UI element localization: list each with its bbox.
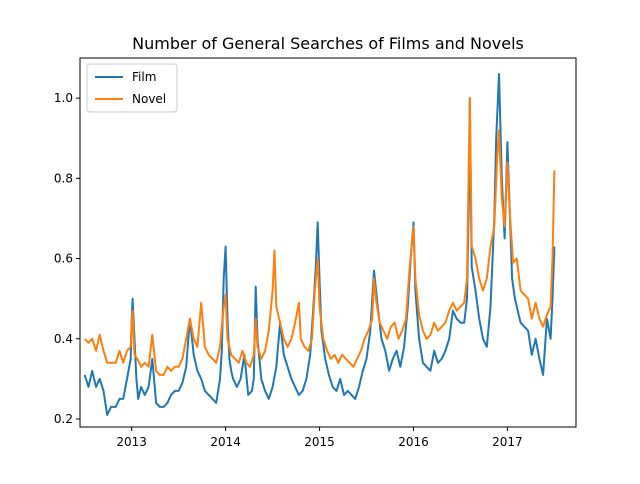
x-tick-label: 2017 — [492, 435, 523, 449]
plot-area: 2013 2014 2015 2016 2017 0.2 0.4 0.6 0.8 1.0 — [54, 57, 577, 449]
legend: Film Novel — [86, 63, 178, 113]
y-tick-label: 1.0 — [54, 91, 73, 105]
chart-title: Number of General Searches of Films and … — [132, 34, 524, 53]
y-tick-label: 0.8 — [54, 171, 73, 185]
y-tick-label: 0.6 — [54, 252, 73, 266]
y-tick-label: 0.2 — [54, 412, 73, 426]
series-line-film — [83, 73, 556, 416]
legend-label-film: Film — [132, 70, 156, 84]
x-tick-label: 2015 — [304, 435, 335, 449]
series-line-novel — [83, 97, 556, 376]
x-tick-label: 2014 — [210, 435, 241, 449]
x-tick-label: 2016 — [398, 435, 429, 449]
x-tick-label: 2013 — [116, 435, 147, 449]
legend-label-novel: Novel — [132, 92, 166, 106]
y-tick-label: 0.4 — [54, 332, 73, 346]
axes-frame — [79, 57, 577, 428]
